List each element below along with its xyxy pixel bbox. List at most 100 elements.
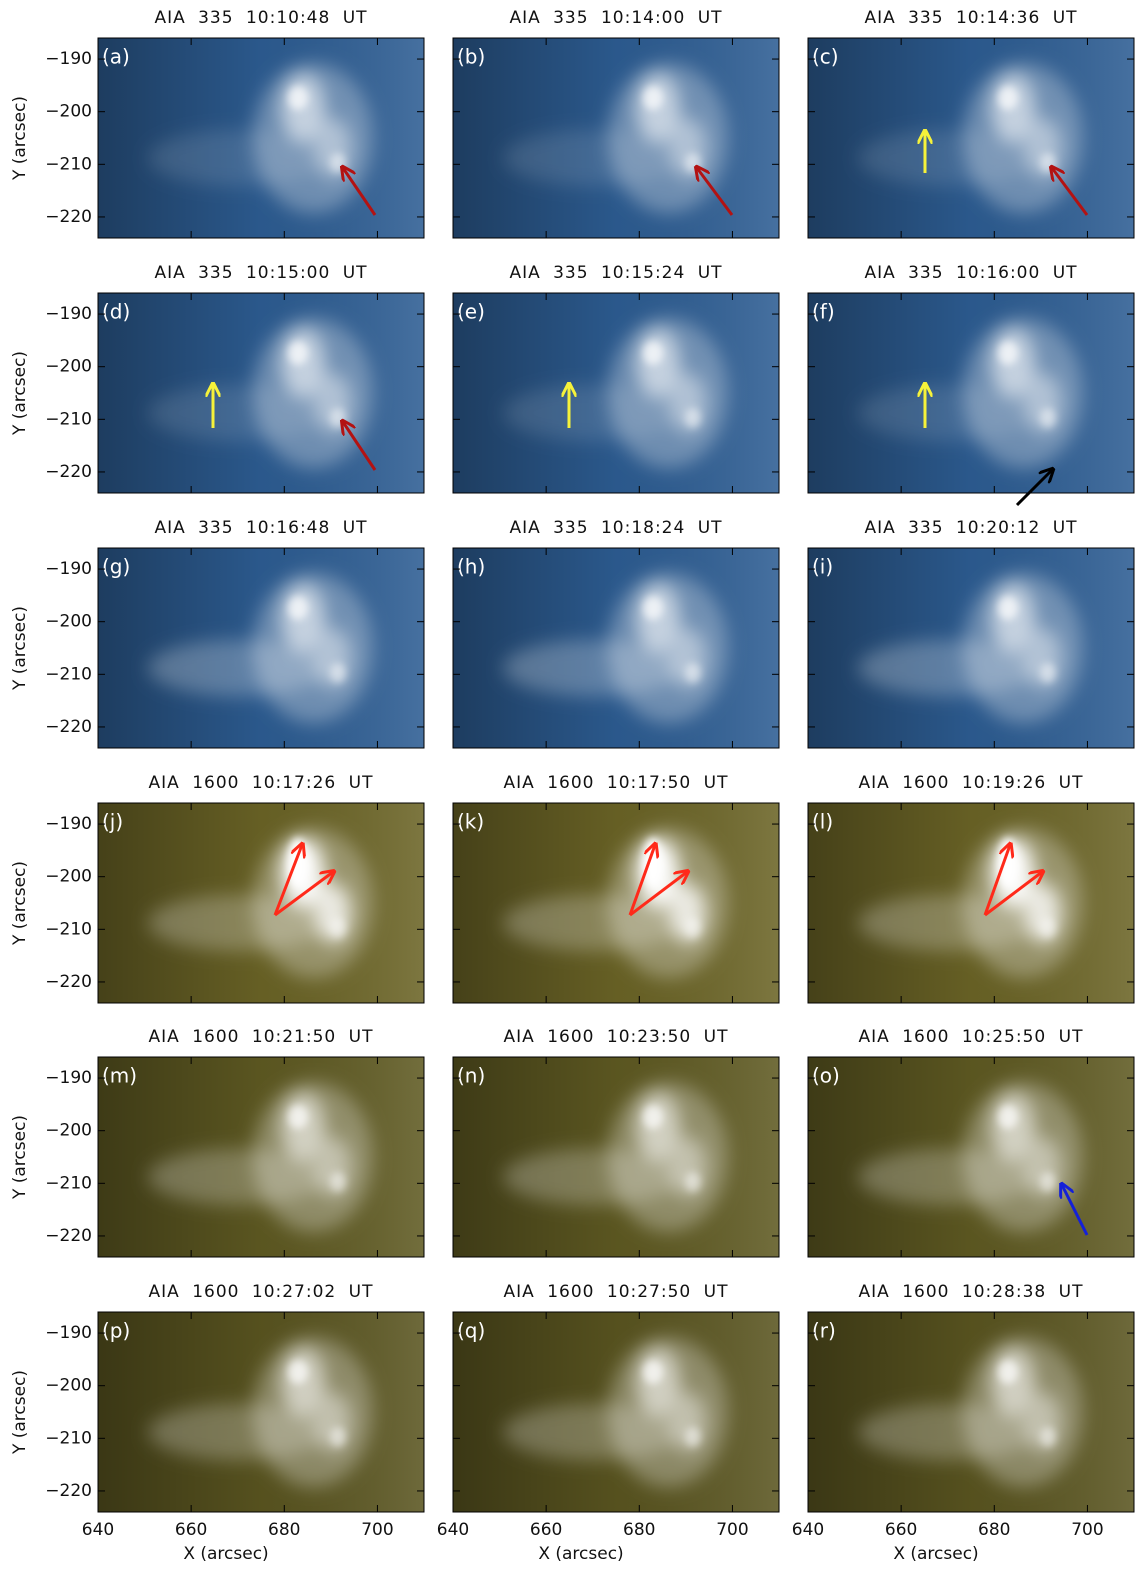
core [685, 663, 701, 683]
x-tick-label: 700 [361, 1520, 393, 1540]
x-tick-label: 680 [978, 1520, 1010, 1540]
panel-label: (p) [102, 1319, 130, 1343]
x-tick-label: 640 [437, 1520, 469, 1540]
x-tick-label: 680 [268, 1520, 300, 1540]
core [643, 86, 663, 110]
x-tick-label: 660 [175, 1520, 207, 1540]
panel-image: (g)−190−200−210−220Y (arcsec) [10, 548, 424, 748]
panel-label: (e) [457, 300, 485, 324]
y-tick-label: −200 [45, 1121, 92, 1141]
x-tick-label: 660 [530, 1520, 562, 1540]
panel-label: (f) [812, 300, 835, 324]
figure: AIA 335 10:10:48 UT(a)−190−200−210−220Y … [0, 0, 1145, 1589]
core [1040, 663, 1056, 683]
panel-label: (h) [457, 555, 485, 579]
y-tick-label: −210 [45, 1428, 92, 1448]
y-tick-label: −210 [45, 664, 92, 684]
panel-label: (d) [102, 300, 130, 324]
image-content [808, 38, 1134, 238]
panel-label: (o) [812, 1064, 840, 1088]
core [288, 838, 308, 888]
panel-title: AIA 335 10:16:48 UT [154, 518, 367, 538]
x-axis-label: X (arcsec) [893, 1544, 978, 1564]
y-tick-label: −220 [45, 972, 92, 992]
y-tick-label: −200 [45, 867, 92, 887]
panel-image: (e) [453, 293, 779, 493]
image-content [98, 1312, 424, 1512]
image-content [453, 548, 779, 748]
image-content [98, 293, 424, 493]
panel-image: (r)640660680700X (arcsec) [792, 1312, 1134, 1564]
panel-title: AIA 335 10:16:00 UT [864, 263, 1077, 283]
x-tick-label: 700 [1071, 1520, 1103, 1540]
image-content [98, 803, 424, 1003]
panel-label: (k) [457, 810, 484, 834]
x-axis-label: X (arcsec) [538, 1544, 623, 1564]
y-tick-label: −220 [45, 1226, 92, 1246]
panel-title: AIA 335 10:15:00 UT [154, 263, 367, 283]
y-tick-label: −190 [45, 1323, 92, 1343]
panel-label: (b) [457, 45, 485, 69]
core [998, 86, 1018, 110]
panel-image: (i) [808, 548, 1134, 748]
panel-label: (g) [102, 555, 130, 579]
y-axis-label: Y (arcsec) [10, 1115, 30, 1200]
y-axis-label: Y (arcsec) [10, 1370, 30, 1455]
image-content [808, 548, 1134, 748]
x-tick-label: 660 [885, 1520, 917, 1540]
panel-image: (p)640660680700−190−200−210−220Y (arcsec… [10, 1312, 424, 1564]
x-tick-label: 700 [716, 1520, 748, 1540]
core [1040, 1427, 1056, 1447]
y-tick-label: −220 [45, 1481, 92, 1501]
panel-image: (h) [453, 548, 779, 748]
y-tick-label: −200 [45, 357, 92, 377]
core [1040, 1172, 1056, 1192]
y-tick-label: −200 [45, 102, 92, 122]
panel-image: (f) [808, 293, 1134, 505]
core [685, 1172, 701, 1192]
panel-image: (b) [453, 38, 779, 238]
panel-image: (d)−190−200−210−220Y (arcsec) [10, 293, 424, 493]
y-tick-label: −220 [45, 207, 92, 227]
panel-image: (l) [808, 803, 1134, 1003]
panel-label: (n) [457, 1064, 485, 1088]
panel-image: (c) [808, 38, 1134, 238]
image-content [453, 1057, 779, 1257]
image-content [808, 803, 1134, 1003]
panel-label: (i) [812, 555, 833, 579]
panel-title: AIA 1600 10:21:50 UT [149, 1027, 374, 1047]
x-tick-label: 640 [82, 1520, 114, 1540]
core [330, 1427, 346, 1447]
panel-image: (k) [453, 803, 779, 1003]
core [685, 918, 701, 938]
panel-title: AIA 1600 10:27:02 UT [149, 1282, 374, 1302]
y-axis-label: Y (arcsec) [10, 861, 30, 946]
image-content [453, 293, 779, 493]
panel-title: AIA 1600 10:25:50 UT [859, 1027, 1084, 1047]
y-tick-label: −200 [45, 612, 92, 632]
core [330, 918, 346, 938]
core [288, 1360, 308, 1384]
panel-image: (j)−190−200−210−220Y (arcsec) [10, 803, 424, 1003]
core [685, 408, 701, 428]
image-content [808, 1312, 1134, 1512]
panel-title: AIA 335 10:18:24 UT [509, 518, 722, 538]
image-content [808, 293, 1134, 493]
x-tick-label: 640 [792, 1520, 824, 1540]
y-tick-label: −190 [45, 1068, 92, 1088]
panel-title: AIA 1600 10:28:38 UT [859, 1282, 1084, 1302]
panel-title: AIA 335 10:10:48 UT [154, 8, 367, 28]
panel-label: (c) [812, 45, 839, 69]
y-tick-label: −220 [45, 717, 92, 737]
image-content [98, 38, 424, 238]
core [643, 1105, 663, 1129]
y-tick-label: −190 [45, 49, 92, 69]
panel-image: (n) [453, 1057, 779, 1257]
core [288, 86, 308, 110]
core [1040, 408, 1056, 428]
panel-title: AIA 1600 10:23:50 UT [504, 1027, 729, 1047]
y-tick-label: −190 [45, 559, 92, 579]
core [330, 1172, 346, 1192]
